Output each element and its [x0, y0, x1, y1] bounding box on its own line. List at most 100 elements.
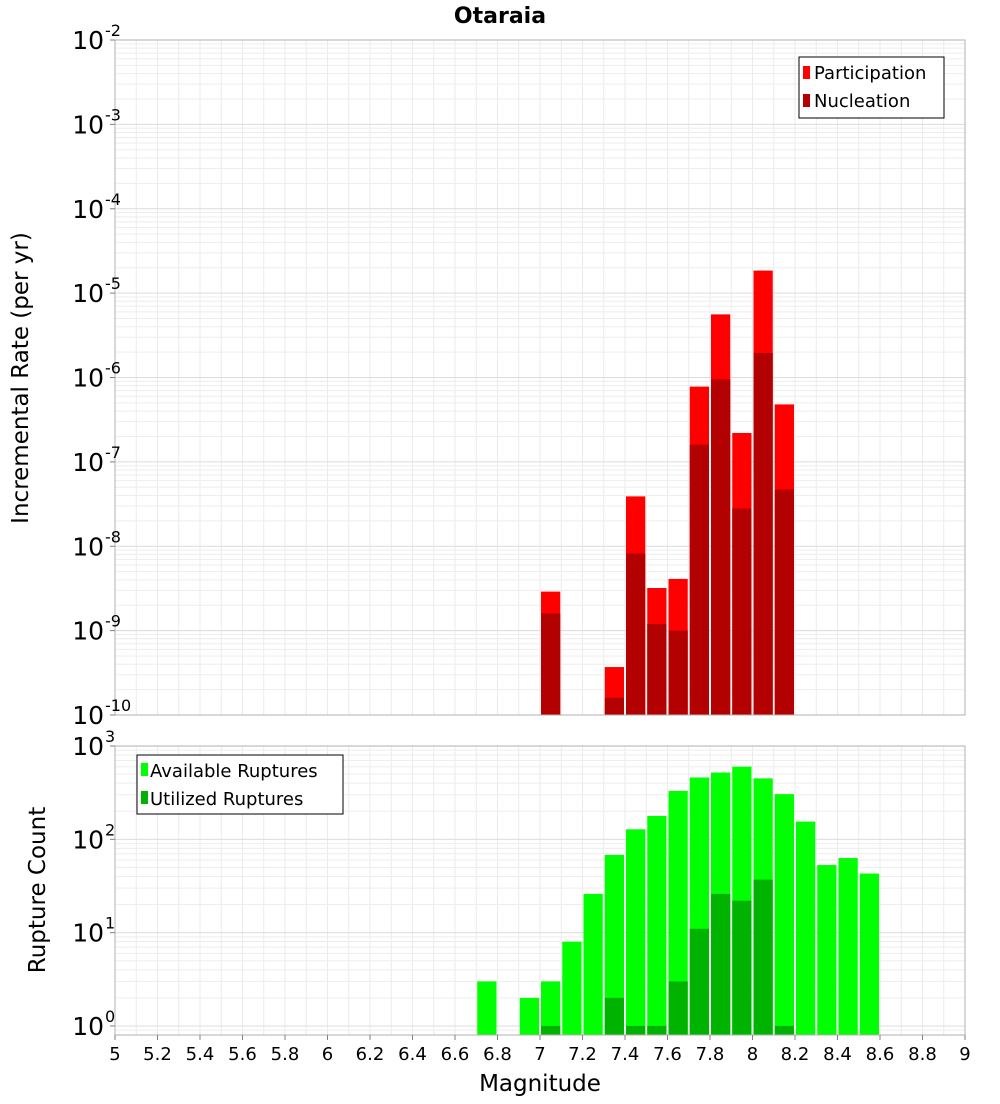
x-tick-label: 8.8 — [908, 1044, 937, 1065]
rate-bar-b — [711, 379, 731, 715]
y-tick-exponent: -2 — [105, 21, 121, 40]
y-tick-exponent: -8 — [105, 527, 121, 546]
y-tick-label: 10 — [72, 195, 104, 224]
bottom-legend: Available Ruptures Utilized Ruptures — [136, 754, 344, 815]
y-tick-label: 10 — [72, 1012, 104, 1041]
rate-bar-b — [753, 353, 773, 715]
x-tick-label: 6.2 — [356, 1044, 385, 1065]
rate-bar-b — [668, 630, 688, 715]
x-tick-label: 6.6 — [441, 1044, 470, 1065]
rate-bar-b — [689, 444, 709, 715]
rate-bar-b — [541, 613, 561, 715]
bottom-y-axis-label: Rupture Count — [25, 807, 51, 973]
count-bar-b — [732, 900, 752, 1035]
bottom-panel-bars — [477, 766, 879, 1035]
rate-bar-b — [774, 489, 794, 715]
y-tick-exponent: -5 — [105, 274, 121, 293]
rate-bar-b — [647, 623, 667, 715]
count-bar-a — [774, 794, 794, 1035]
y-tick-exponent: -4 — [105, 190, 121, 209]
top-panel-bars — [541, 270, 794, 715]
y-tick-label: 10 — [72, 364, 104, 393]
y-tick-exponent: 0 — [105, 1007, 115, 1026]
x-tick-label: 8.6 — [866, 1044, 895, 1065]
y-tick-label: 10 — [72, 919, 104, 948]
x-tick-label: 5 — [109, 1044, 120, 1065]
count-bar-a — [647, 815, 667, 1035]
top-y-axis-label: Incremental Rate (per yr) — [8, 232, 34, 524]
legend-swatch-participation — [803, 66, 810, 79]
legend-swatch-available — [141, 763, 148, 776]
legend-swatch-utilized — [141, 791, 148, 804]
y-tick-label: 10 — [72, 532, 104, 561]
top-legend-box — [798, 56, 945, 119]
y-tick-exponent: -9 — [105, 612, 121, 631]
count-bar-b — [753, 879, 773, 1035]
y-tick-label: 10 — [72, 279, 104, 308]
x-axis-ticks: 5 5.2 5.4 5.6 5.8 6 6.2 6.4 6.6 6.8 7 7.2 7.4 7.6 7.8 8… — [109, 1035, 971, 1065]
legend-label-available: Available Ruptures — [150, 761, 318, 782]
x-tick-label: 6.4 — [398, 1044, 427, 1065]
y-tick-exponent: 2 — [105, 820, 115, 839]
count-bar-a — [604, 854, 624, 1035]
legend-label-participation: Participation — [814, 63, 926, 84]
x-tick-label: 7.2 — [568, 1044, 597, 1065]
x-tick-label: 6 — [322, 1044, 333, 1065]
y-tick-label: 10 — [72, 617, 104, 646]
x-tick-label: 7.8 — [696, 1044, 725, 1065]
legend-swatch-nucleation — [803, 94, 810, 107]
count-bar-a — [838, 858, 858, 1035]
y-tick-exponent: -6 — [105, 359, 121, 378]
count-bar-b — [711, 893, 731, 1035]
y-tick-label: 10 — [72, 825, 104, 854]
x-tick-label: 5.4 — [186, 1044, 215, 1065]
y-tick-exponent: -10 — [105, 696, 131, 715]
x-axis-label: Magnitude — [479, 1071, 601, 1097]
y-tick-label: 10 — [72, 110, 104, 139]
chart-title: Otaraia — [454, 4, 546, 29]
y-tick-label: 10 — [72, 26, 104, 55]
y-tick-label: 10 — [72, 732, 104, 761]
count-bar-a — [817, 865, 837, 1035]
x-tick-label: 7.4 — [611, 1044, 640, 1065]
y-tick-exponent: -3 — [105, 105, 121, 124]
count-bar-a — [668, 790, 688, 1035]
count-bar-b — [626, 1025, 646, 1035]
count-bar-b — [604, 997, 624, 1035]
count-bar-b — [647, 1025, 667, 1035]
count-bar-a — [626, 829, 646, 1035]
count-bar-a — [796, 821, 816, 1035]
x-tick-label: 8.4 — [823, 1044, 852, 1065]
count-bar-b — [774, 1025, 794, 1035]
y-tick-label: 10 — [72, 701, 104, 730]
x-tick-label: 5.8 — [271, 1044, 300, 1065]
x-tick-label: 5.6 — [228, 1044, 257, 1065]
x-tick-label: 8 — [747, 1044, 758, 1065]
top-panel-grid — [114, 40, 966, 716]
y-tick-exponent: 3 — [105, 727, 115, 746]
rate-bar-b — [732, 508, 752, 715]
count-bar-a — [477, 981, 497, 1035]
count-bar-a — [541, 981, 561, 1035]
top-legend: Participation Nucleation — [798, 56, 945, 119]
x-tick-label: 8.2 — [781, 1044, 810, 1065]
rate-bar-b — [604, 697, 624, 715]
legend-label-utilized: Utilized Ruptures — [150, 789, 303, 810]
x-tick-label: 7 — [534, 1044, 545, 1065]
y-tick-exponent: -7 — [105, 443, 121, 462]
x-tick-label: 9 — [959, 1044, 970, 1065]
bottom-legend-box — [136, 754, 344, 815]
x-tick-label: 5.2 — [143, 1044, 172, 1065]
count-bar-b — [668, 981, 688, 1035]
count-bar-a — [859, 873, 879, 1035]
legend-label-nucleation: Nucleation — [814, 91, 910, 112]
count-bar-b — [541, 1025, 561, 1035]
count-bar-a — [519, 997, 539, 1035]
y-tick-exponent: 1 — [105, 914, 115, 933]
count-bar-a — [583, 893, 603, 1035]
rate-bar-b — [626, 553, 646, 715]
count-bar-b — [689, 928, 709, 1035]
